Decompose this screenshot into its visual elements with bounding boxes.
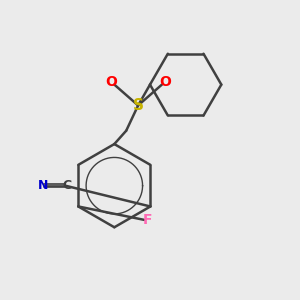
Text: S: S [133, 98, 144, 113]
Text: O: O [159, 75, 171, 88]
Text: F: F [143, 213, 152, 227]
Text: C: C [62, 179, 71, 192]
Text: N: N [38, 179, 48, 192]
Text: O: O [105, 75, 117, 88]
